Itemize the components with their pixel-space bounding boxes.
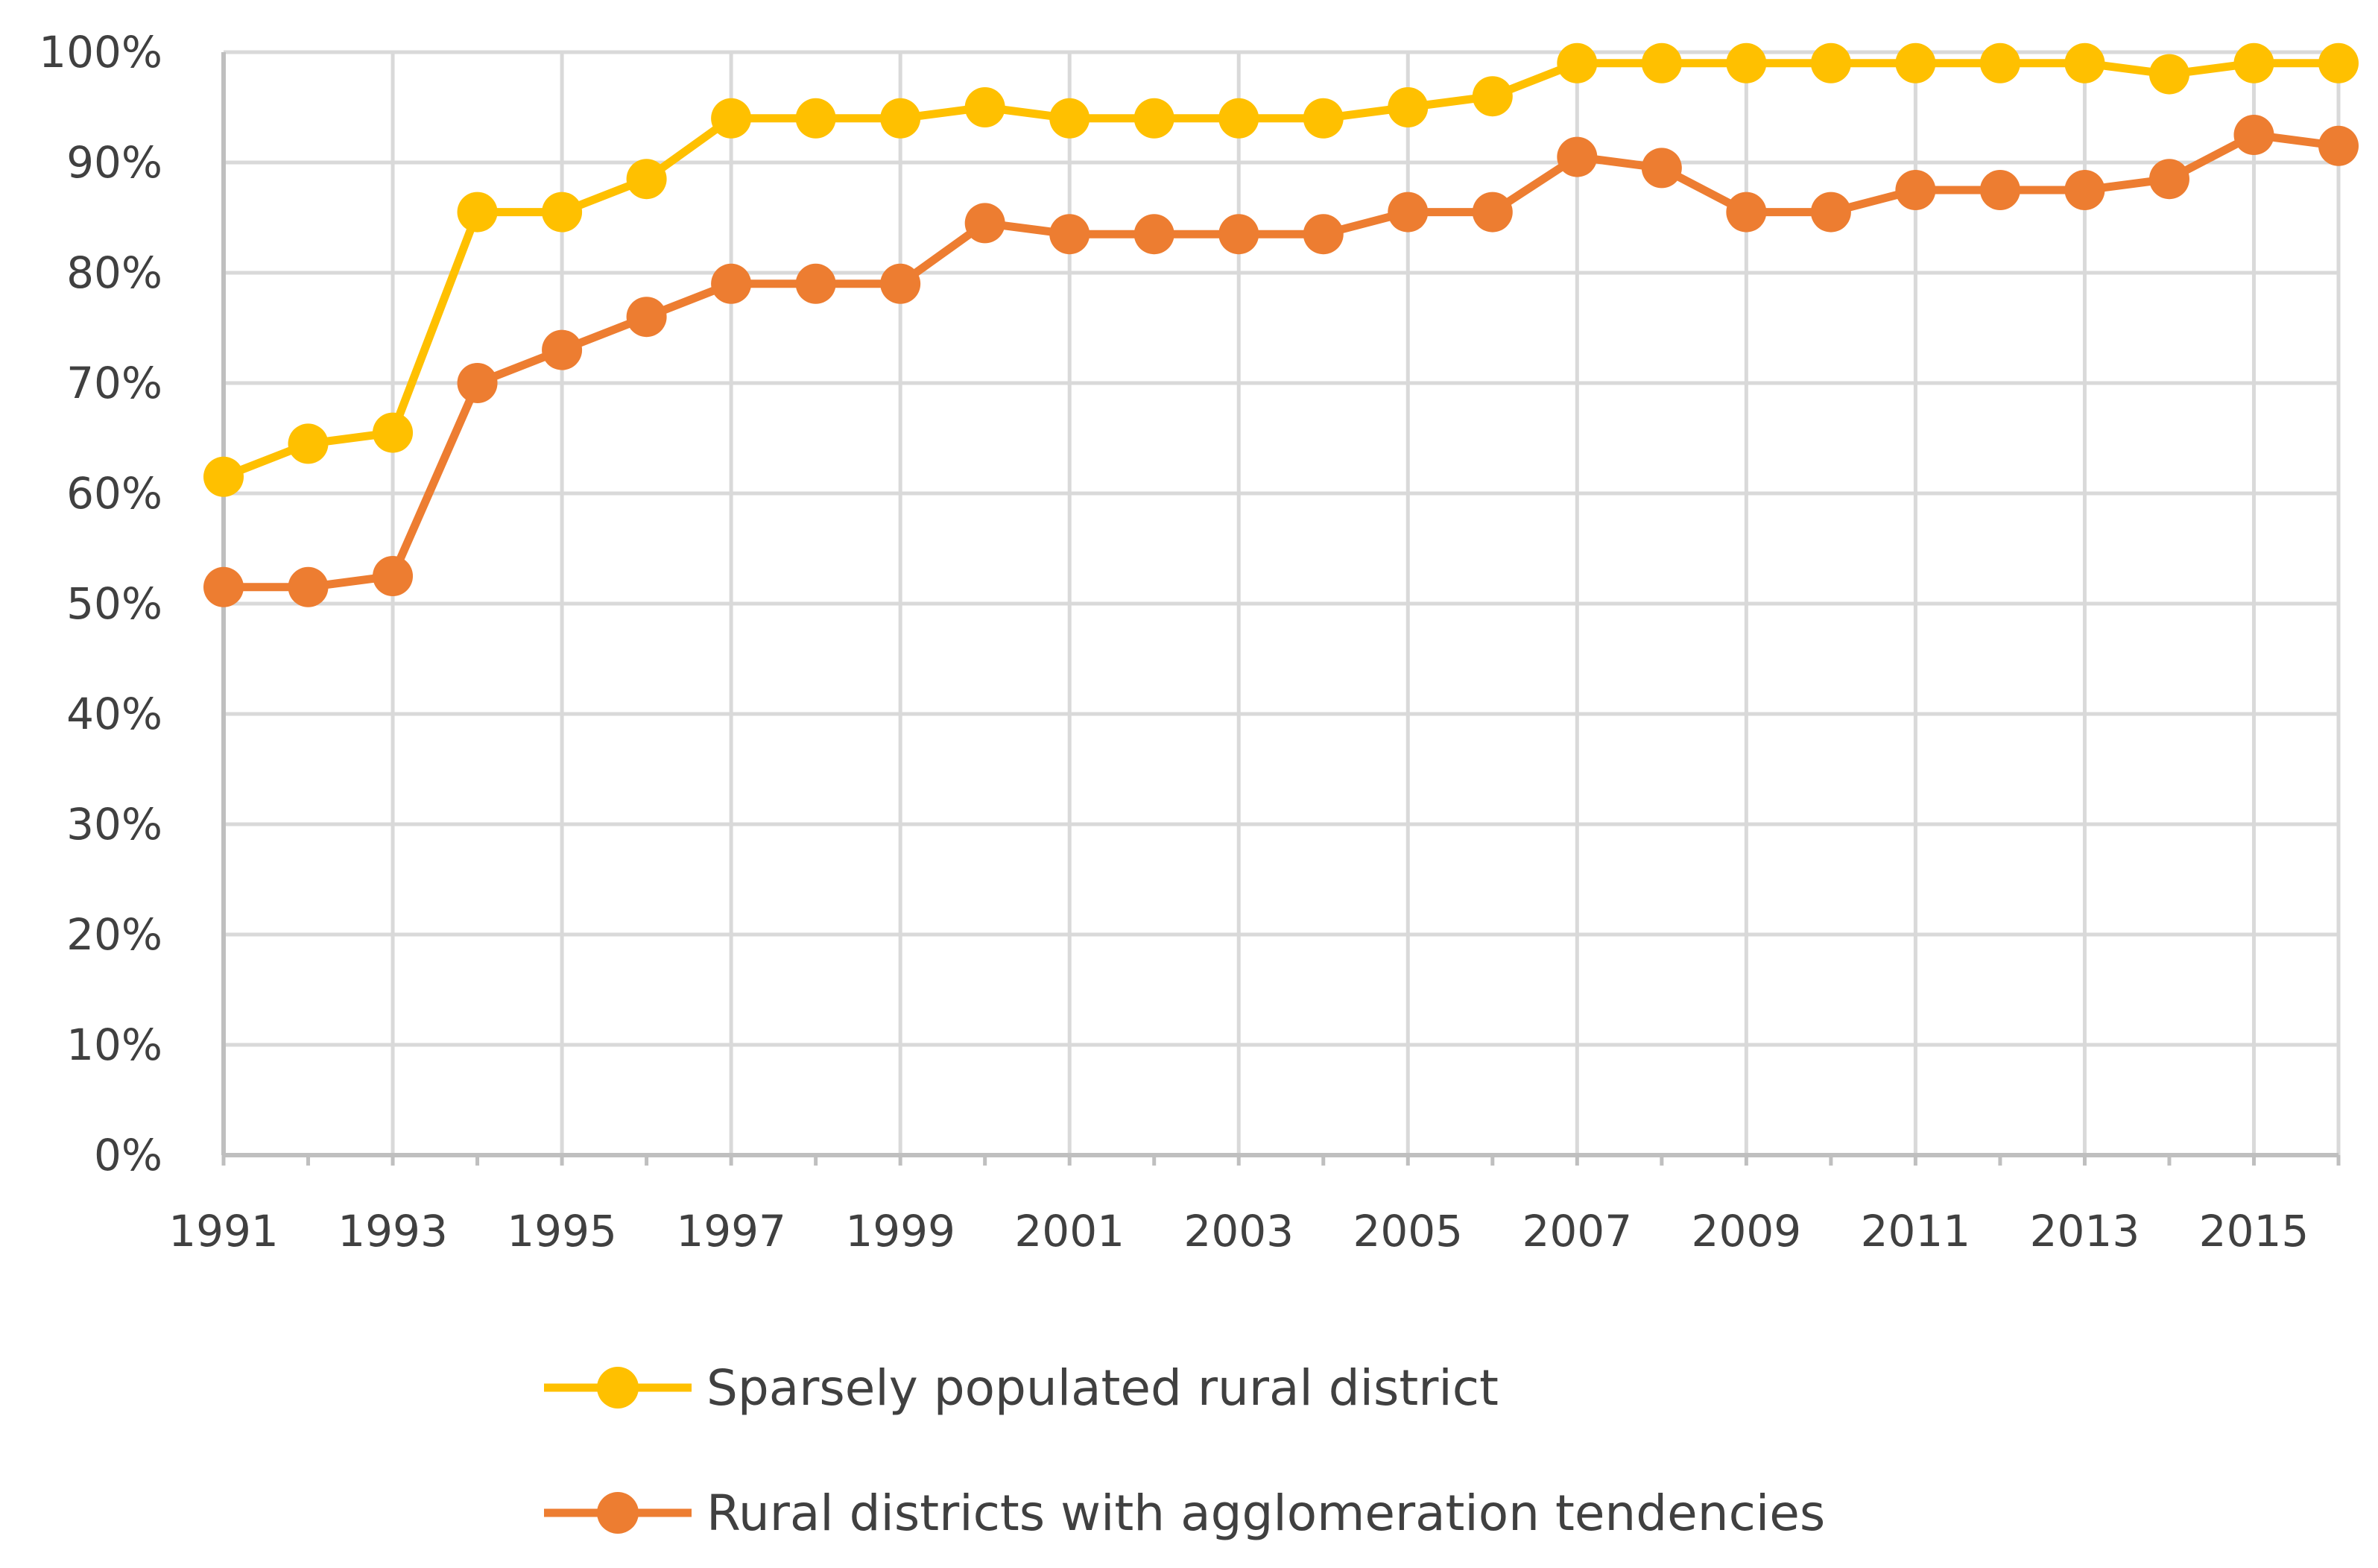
data-point [373,556,414,596]
data-point [880,98,921,139]
data-point [626,159,667,200]
data-point [1979,42,2020,83]
data-point [1557,136,1598,177]
x-tick-label: 2013 [2030,1206,2140,1256]
x-tick-label: 2003 [1183,1206,1294,1256]
x-tick-label: 2001 [1014,1206,1125,1256]
data-point [1557,42,1598,83]
axis-layer [221,52,2341,1166]
data-point [1726,42,1767,83]
data-point [203,456,244,497]
data-point [1388,192,1429,233]
legend: Sparsely populated rural district Rural d… [544,1359,1825,1542]
data-point [1472,192,1513,233]
series-layer [203,42,2359,607]
x-tick-label: 1993 [338,1206,448,1256]
x-tick-label: 2009 [1692,1206,1802,1256]
x-tick-label: 2005 [1353,1206,1463,1256]
data-point [795,263,836,304]
x-tick-label: 2015 [2199,1206,2309,1256]
data-point [1303,98,1344,139]
grid-layer [224,50,2341,1155]
data-point [542,192,583,233]
data-point [1388,87,1429,127]
data-point [1726,192,1767,233]
data-point [626,297,667,338]
data-point [1641,42,1682,83]
x-tick-label: 1999 [845,1206,955,1256]
data-point [457,192,498,233]
data-point [1049,214,1090,255]
series-line [219,59,2343,481]
data-point [2233,42,2274,83]
y-axis-ticks: 0% 10% 20% 30% 40% 50% 60% 70% 80% 90% 100% [39,27,162,1180]
x-tick-label: 1995 [507,1206,617,1256]
data-point [964,203,1005,244]
y-tick-label: 0% [94,1130,162,1180]
series-1 [203,42,2359,497]
data-point [2318,125,2359,166]
data-point [1218,98,1259,139]
legend-label: Sparsely populated rural district [706,1359,1499,1417]
y-tick-label: 60% [66,468,162,519]
legend-swatch-marker [597,1492,639,1534]
data-point [1895,170,1936,210]
y-tick-label: 90% [66,137,162,188]
data-point [542,329,583,370]
y-tick-label: 10% [66,1019,162,1070]
data-point [1218,214,1259,255]
data-point [1472,76,1513,117]
data-point [2064,42,2105,83]
y-tick-label: 80% [66,247,162,298]
x-tick-label: 2007 [1522,1206,1633,1256]
data-point [1979,170,2020,210]
data-point [2148,54,2189,95]
legend-item-2: Rural districts with agglomeration tende… [544,1485,1825,1542]
data-point [288,423,329,464]
data-point [1810,192,1851,233]
series-2 [203,115,2359,607]
data-point [288,566,329,607]
legend-item-1: Sparsely populated rural district [544,1359,1499,1417]
data-point [1049,98,1090,139]
x-axis-ticks: 1991 1993 1995 1997 1999 2001 2003 2005 2007 2009… [168,1206,2309,1256]
data-point [964,87,1005,127]
data-point [203,566,244,607]
data-point [373,412,414,453]
data-point [457,363,498,403]
data-point [1895,42,1936,83]
data-point [1641,148,1682,189]
data-point [711,98,752,139]
legend-swatch-marker [597,1367,639,1409]
x-tick-label: 2011 [1861,1206,1971,1256]
y-tick-label: 50% [66,578,162,629]
data-point [1133,214,1174,255]
x-tick-label: 1997 [676,1206,786,1256]
data-point [2064,170,2105,210]
data-point [1303,214,1344,255]
y-tick-label: 40% [66,689,162,739]
x-tick-label: 1991 [168,1206,279,1256]
data-point [1810,42,1851,83]
data-point [2148,159,2189,200]
data-point [2233,115,2274,155]
data-point [711,263,752,304]
y-tick-label: 20% [66,909,162,960]
data-point [795,98,836,139]
data-point [880,263,921,304]
y-tick-label: 100% [39,27,162,78]
data-point [2318,42,2359,83]
series-line [219,130,2343,592]
y-tick-label: 70% [66,358,162,408]
y-tick-label: 30% [66,799,162,850]
legend-label: Rural districts with agglomeration tende… [706,1485,1825,1542]
data-point [1133,98,1174,139]
